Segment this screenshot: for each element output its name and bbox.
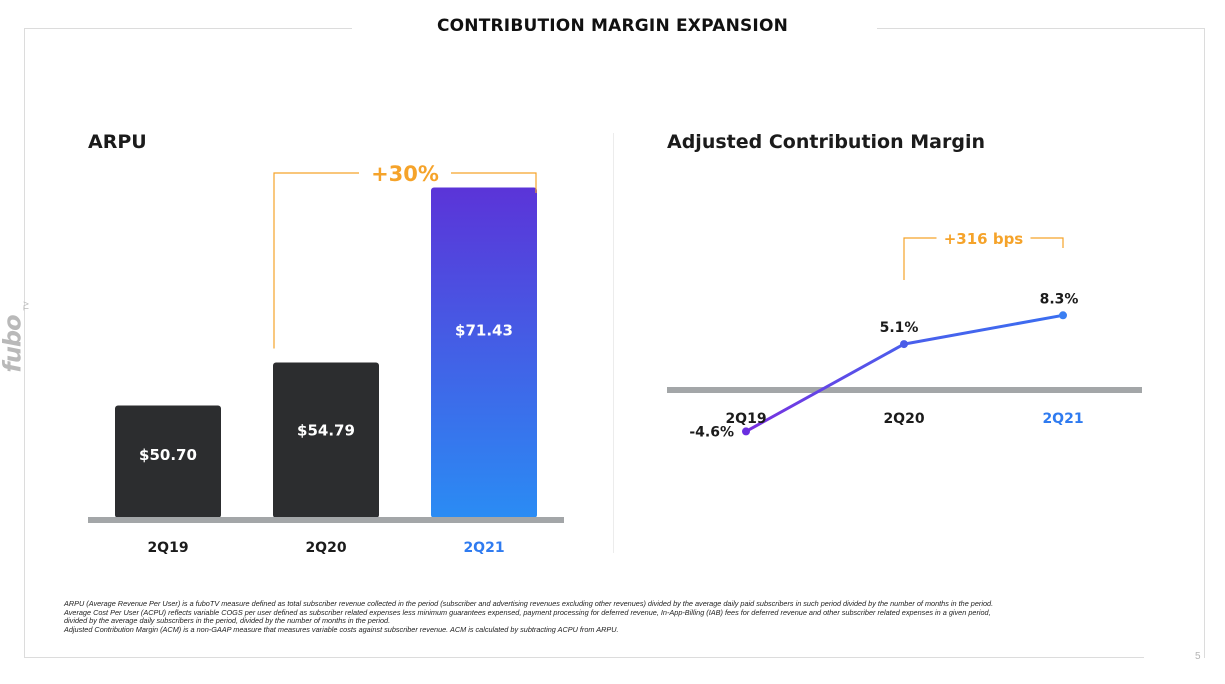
acm-x-tick-label: 2Q19: [725, 411, 766, 427]
arpu-bar-value-label: $50.70: [139, 446, 197, 464]
arpu-chart-title: ARPU: [88, 131, 147, 153]
arpu-bracket-left: [273, 172, 359, 349]
arpu-x-tick-label: 2Q19: [147, 540, 188, 556]
frame-top-right-line: [877, 28, 1205, 29]
arpu-bar-value-label: $71.43: [455, 322, 513, 340]
acm-data-point: [742, 427, 750, 436]
acm-data-label: -4.6%: [689, 424, 734, 440]
acm-x-tick-label: 2Q21: [1042, 411, 1083, 427]
page-title: CONTRIBUTION MARGIN EXPANSION: [436, 16, 789, 36]
footnote-line: Average Cost Per User (ACPU) reflects va…: [64, 607, 991, 617]
acm-zero-baseline: [667, 387, 1142, 393]
frame-left-line: [24, 28, 25, 658]
arpu-baseline: [88, 517, 564, 523]
arpu-bracket-right: [451, 172, 537, 193]
acm-data-point: [900, 340, 908, 349]
arpu-bar-value-label: $54.79: [297, 421, 355, 439]
footnote-line: Adjusted Contribution Margin (ACM) is a …: [64, 624, 619, 634]
footnote-line: divided by the average daily subscribers…: [64, 616, 391, 626]
chart-divider: [613, 133, 614, 553]
arpu-bar: [431, 187, 537, 518]
footnote-line: ARPU (Average Revenue Per User) is a fub…: [64, 599, 994, 608]
acm-bracket-left: [903, 237, 937, 280]
arpu-x-tick-label: 2Q20: [305, 540, 346, 556]
arpu-x-tick-label: 2Q21: [463, 540, 504, 556]
acm-chart-title: Adjusted Contribution Margin: [667, 131, 985, 153]
acm-bracket-right: [1030, 237, 1064, 248]
footnote: ARPU (Average Revenue Per User) is a fub…: [64, 599, 1204, 634]
acm-data-label: 8.3%: [1040, 291, 1079, 307]
acm-data-point: [1059, 311, 1067, 320]
acm-growth-annotation: +316 bps: [944, 230, 1024, 248]
frame-top-left-line: [24, 28, 352, 29]
page-number: 5: [1195, 651, 1201, 662]
acm-data-label: 5.1%: [880, 320, 919, 336]
frame-right-line: [1204, 28, 1205, 658]
arpu-bar: [273, 362, 379, 518]
arpu-growth-annotation: +30%: [371, 162, 439, 186]
arpu-bar: [115, 405, 221, 518]
acm-x-tick-label: 2Q20: [883, 411, 924, 427]
frame-bottom-line: [24, 657, 1144, 658]
